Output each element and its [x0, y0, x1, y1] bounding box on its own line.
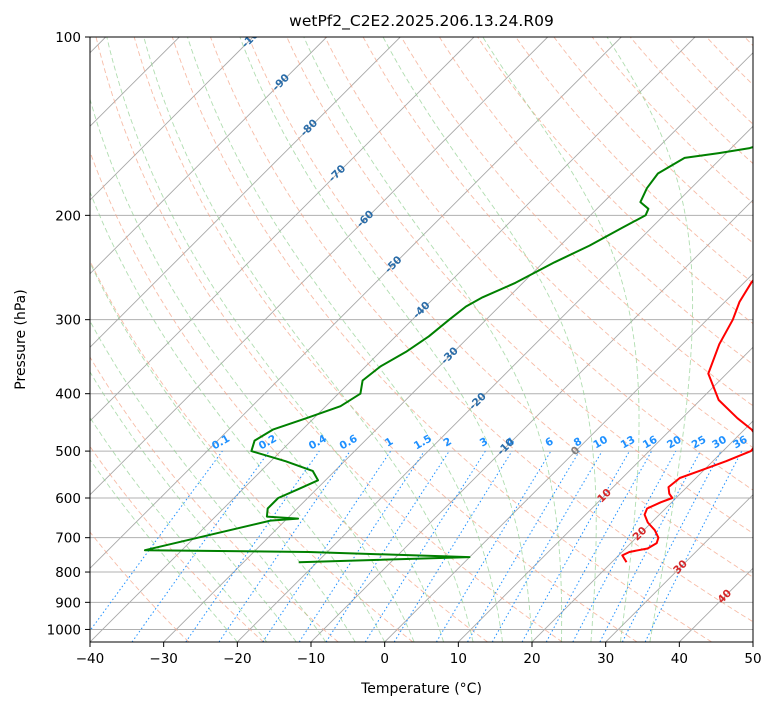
x-tick-label: 0 — [380, 651, 389, 667]
moist-adiabat-line — [303, 37, 563, 642]
plot-frame — [89, 36, 754, 643]
isotherm-line — [163, 52, 753, 642]
isotherm-line — [90, 37, 549, 496]
dry-adiabat-line — [90, 356, 339, 642]
isotherm-line — [236, 125, 753, 642]
dry-adiabat-line — [90, 531, 190, 642]
isotherm-line — [457, 346, 753, 642]
x-tick-label: 40 — [671, 651, 688, 667]
dry-adiabat-line — [133, 37, 638, 642]
moist-adiabat-line — [90, 190, 386, 642]
mixing-ratio-line — [131, 450, 270, 642]
dry-adiabat-line — [210, 37, 753, 623]
y-tick-label: 300 — [55, 313, 81, 329]
mixing-ratio-line — [218, 450, 351, 642]
dry-adiabat-line — [439, 37, 753, 365]
dry-adiabat-line — [90, 150, 488, 642]
mixing-ratio-line — [545, 450, 653, 642]
moist-adiabat-line — [90, 416, 268, 642]
dry-adiabat-line — [515, 37, 753, 284]
mixing-ratio-line — [185, 450, 320, 642]
mixing-ratio-line — [262, 450, 392, 642]
y-tick-label: 900 — [55, 595, 81, 611]
mixing-ratio-line — [393, 450, 513, 642]
chart-title: wetPf2_C2E2.2025.206.13.24.R09 — [289, 12, 554, 31]
moist-adiabat-line — [106, 37, 445, 642]
profile-series-line — [143, 146, 753, 564]
y-tick-label: 200 — [55, 208, 81, 224]
mixing-ratio-line — [325, 450, 450, 642]
x-tick-label: −40 — [76, 651, 105, 667]
moist-adiabat-line — [90, 261, 356, 642]
isotherm-line — [90, 37, 475, 422]
x-tick-label: −10 — [297, 651, 326, 667]
isotherm-line — [90, 37, 328, 275]
moist-adiabat-line — [187, 37, 503, 642]
mixing-ratio-line — [521, 450, 630, 642]
y-tick-label: 400 — [55, 387, 81, 403]
isotherm-line — [384, 273, 753, 642]
moist-adiabat-line — [143, 37, 474, 642]
x-tick-label: 30 — [597, 651, 614, 667]
profile-series-line — [621, 279, 753, 563]
dry-adiabat-line — [90, 445, 264, 642]
x-tick-label: 50 — [744, 651, 761, 667]
moist-adiabat-line — [606, 37, 694, 642]
y-tick-label: 700 — [55, 531, 81, 547]
y-tick-label: 1000 — [47, 622, 81, 638]
y-tick-label: 100 — [55, 30, 81, 46]
x-tick-label: −30 — [149, 651, 178, 667]
moist-adiabat-line — [90, 458, 238, 642]
y-tick-label: 500 — [55, 444, 81, 460]
mixing-ratio-line — [644, 450, 743, 642]
moist-adiabat-line — [382, 37, 597, 642]
y-tick-label: 800 — [55, 565, 81, 581]
moist-adiabat-line — [239, 37, 533, 642]
dry-adiabat-line — [171, 37, 712, 642]
x-tick-label: 10 — [450, 651, 467, 667]
y-axis-title: Pressure (hPa) — [13, 289, 29, 389]
isotherm-line — [90, 37, 401, 348]
isotherm-line — [752, 641, 753, 642]
mixing-ratio-line — [298, 450, 425, 642]
isotherm-line — [90, 37, 254, 201]
dry-adiabat-line — [400, 37, 753, 407]
isotherm-line — [90, 37, 696, 642]
isotherm-line — [605, 494, 753, 642]
x-axis-title: Temperature (°C) — [360, 681, 482, 697]
mixing-ratio-line — [90, 450, 223, 632]
moist-adiabat-line — [482, 37, 640, 642]
isotherm-line — [531, 420, 753, 642]
dry-adiabat-line — [95, 37, 563, 642]
plot-background — [90, 37, 753, 642]
y-tick-label: 600 — [55, 491, 81, 507]
x-tick-label: −20 — [223, 651, 252, 667]
dry-adiabat-line — [248, 37, 753, 578]
moist-adiabat-line — [90, 320, 327, 642]
dry-adiabat-line — [324, 37, 753, 491]
mixing-ratio-line — [572, 450, 677, 642]
dry-adiabat-line — [90, 259, 414, 642]
x-tick-label: 20 — [523, 651, 540, 667]
isotherm-line — [90, 37, 622, 569]
